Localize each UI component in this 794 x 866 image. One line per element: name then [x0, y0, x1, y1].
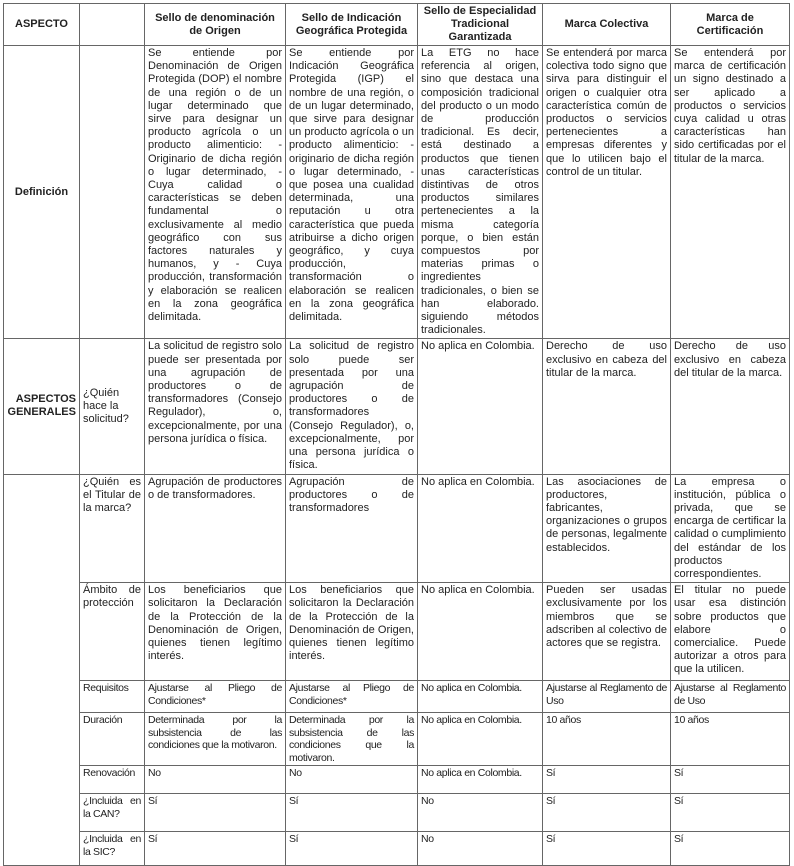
row-label: Duración [79, 712, 145, 767]
table-row: ¿Incluida en la SIC? Sí Sí No Sí Sí [4, 831, 790, 866]
header-marca-colectiva: Marca Colectiva [542, 3, 671, 46]
cell: Ajustarse al Pliego de Condiciones* [144, 680, 286, 714]
cell: Sí [670, 765, 790, 795]
definicion-label: Definición [3, 44, 80, 340]
aspectos-generales-label: ASPECTOS GENERALES [3, 338, 80, 475]
cell: Se entiende por Indicación Geográfica Pr… [285, 44, 418, 340]
cell: Los beneficiarios que solicitaron la Dec… [285, 582, 418, 682]
table-row: Renovación No No No aplica en Colombia. … [4, 765, 790, 795]
cell: Las asociaciones de productores, fabrica… [542, 473, 671, 584]
cell: No aplica en Colombia. [417, 765, 543, 795]
cell: Sí [144, 831, 286, 866]
header-dop: Sello de denominación de Origen [144, 3, 286, 46]
cell: La empresa o institución, pública o priv… [670, 473, 790, 584]
cell: No aplica en Colombia. [417, 582, 543, 682]
cell: No [144, 765, 286, 795]
cell: No aplica en Colombia. [417, 338, 543, 475]
cell: 10 años [542, 712, 671, 767]
cell: Derecho de uso exclusivo en cabeza del t… [542, 338, 671, 475]
cell: Determinada por la subsistencia de las c… [144, 712, 286, 767]
aspectos-row: ASPECTOS GENERALES ¿Quién hace la solici… [3, 338, 790, 475]
definicion-row: Definición Se entiende por Denominación … [3, 44, 790, 340]
cell: No aplica en Colombia. [417, 473, 543, 584]
cell: La solicitud de registro solo puede ser … [144, 338, 286, 475]
cell: Sí [670, 831, 790, 866]
cell: No aplica en Colombia. [417, 712, 543, 767]
header-marca-certificacion: Marca de Certificación [670, 3, 790, 46]
blank-cell [79, 44, 145, 340]
cell: La solicitud de registro solo puede ser … [285, 338, 418, 475]
cell: No [285, 765, 418, 795]
cell: Determinada por la subsistencia de las c… [285, 712, 418, 767]
cell: No [417, 793, 543, 833]
cell: Se entenderá por marca de certificación … [670, 44, 790, 340]
cell: Sí [542, 831, 671, 866]
row-label: Ámbito de protección [79, 582, 145, 682]
cell: Agrupación de productores o de transform… [285, 473, 418, 584]
table-row: Requisitos Ajustarse al Pliego de Condic… [4, 680, 790, 714]
row-label: ¿Incluida en la SIC? [79, 831, 145, 866]
blank-cell [3, 473, 80, 866]
cell: Sí [670, 793, 790, 833]
header-blank [79, 3, 145, 46]
table-row: Ámbito de protección Los beneficiarios q… [4, 582, 790, 682]
cell: Ajustarse al Reglamento de Uso [670, 680, 790, 714]
cell: Agrupación de productores o de transform… [144, 473, 286, 584]
cell: Sí [542, 793, 671, 833]
cell: Sí [144, 793, 286, 833]
row-label: ¿Incluida en la CAN? [79, 793, 145, 833]
cell: Se entenderá por marca colectiva todo si… [542, 44, 671, 340]
cell: Ajustarse al Pliego de Condiciones* [285, 680, 418, 714]
cell: Derecho de uso exclusivo en cabeza del t… [670, 338, 790, 475]
table-row: Duración Determinada por la subsistencia… [4, 712, 790, 767]
cell: 10 años [670, 712, 790, 767]
cell: No aplica en Colombia. [417, 680, 543, 714]
cell: Pueden ser usadas exclusivamente por los… [542, 582, 671, 682]
cell: No [417, 831, 543, 866]
comparison-table: ASPECTO Sello de denominación de Origen … [3, 3, 790, 866]
cell: Se entiende por Denominación de Origen P… [144, 44, 286, 340]
header-igp: Sello de Indicación Geográfica Protegida [285, 3, 418, 46]
row-label: ¿Quién es el Titular de la marca? [79, 473, 145, 584]
cell: Los beneficiarios que solicitaron la Dec… [144, 582, 286, 682]
cell: Sí [542, 765, 671, 795]
header-etg: Sello de Especialidad Tradicional Garant… [417, 3, 543, 46]
cell: Ajustarse al Reglamento de Uso [542, 680, 671, 714]
row-label: ¿Quién hace la solicitud? [79, 338, 145, 475]
cell: El titular no puede usar esa distinción … [670, 582, 790, 682]
cell: Sí [285, 831, 418, 866]
table-row: ¿Quién es el Titular de la marca? Agrupa… [3, 473, 790, 866]
header-row: ASPECTO Sello de denominación de Origen … [3, 3, 790, 46]
cell: La ETG no hace referencia al origen, sin… [417, 44, 543, 340]
table-row: ¿Incluida en la CAN? Sí Sí No Sí Sí [4, 793, 790, 833]
row-label: Requisitos [79, 680, 145, 714]
header-aspecto: ASPECTO [3, 3, 80, 46]
row-label: Renovación [79, 765, 145, 795]
cell: Sí [285, 793, 418, 833]
